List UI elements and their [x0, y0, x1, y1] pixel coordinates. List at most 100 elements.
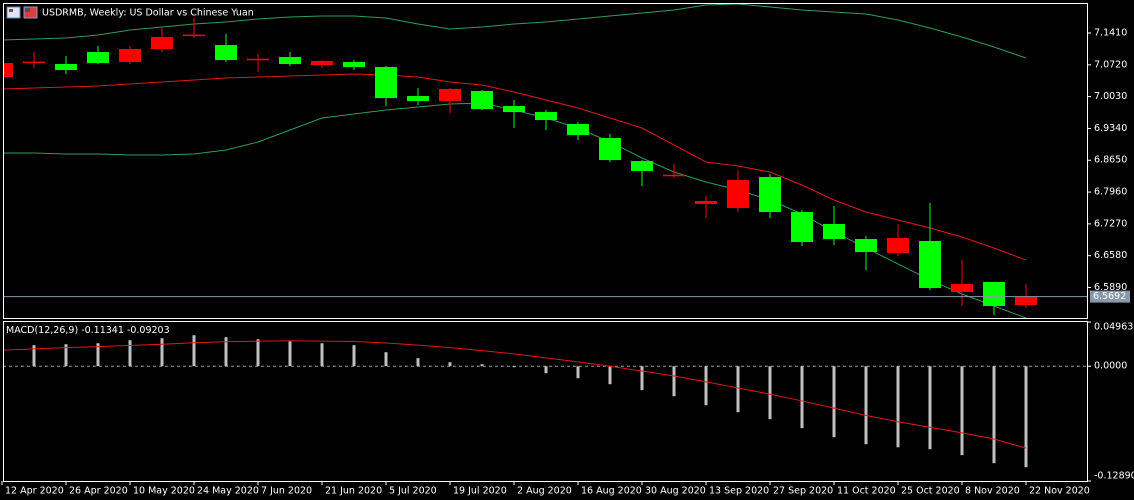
y-tick-label: 6.7960 [1094, 187, 1127, 198]
macd-bar [896, 366, 900, 448]
macd-bar [704, 366, 708, 406]
candle-body [727, 180, 749, 209]
x-tick-label: 26 Apr 2020 [69, 486, 128, 497]
macd-bar [352, 345, 356, 367]
x-tick-label: 25 Oct 2020 [901, 486, 960, 497]
symbol-icons [6, 6, 38, 19]
macd-bar [992, 366, 996, 464]
macd-bar [768, 366, 772, 420]
x-tick-label: 5 Jul 2020 [389, 486, 437, 497]
candle-body [23, 61, 45, 64]
candle-body [887, 238, 909, 253]
price-frame [3, 3, 1088, 319]
macd-bar [640, 366, 644, 391]
candle-body [951, 283, 973, 292]
macd-bar [64, 344, 68, 367]
y-tick-label: 6.5890 [1094, 282, 1127, 293]
y-tick-label: 0.04963 [1094, 322, 1133, 333]
x-tick-label: 27 Sep 2020 [773, 486, 833, 497]
macd-bar [608, 366, 612, 385]
macd-bar [576, 366, 580, 379]
icon [6, 6, 21, 19]
candle-body [279, 57, 301, 64]
x-tick-label: 30 Aug 2020 [645, 486, 706, 497]
candle-body [759, 177, 781, 213]
y-tick-label: 0.0000 [1094, 361, 1127, 372]
band-line [3, 73, 1027, 261]
candle-body [439, 89, 461, 102]
macd-bar [224, 337, 228, 367]
x-tick-label: 19 Jul 2020 [453, 486, 507, 497]
candle-body [247, 58, 269, 61]
macd-panel [3, 335, 1087, 468]
y-tick-label: 6.8650 [1094, 155, 1127, 166]
macd-bar [864, 366, 868, 445]
macd-bar [320, 343, 324, 367]
macd-bar [512, 366, 516, 368]
macd-frame [3, 321, 1088, 482]
macd-bar [192, 335, 196, 367]
macd-bar [480, 364, 484, 367]
macd-bar [800, 366, 804, 429]
y-tick-label: 7.1410 [1094, 28, 1127, 39]
candle-body [535, 112, 557, 121]
candle-body [55, 63, 77, 71]
candle-body [983, 281, 1005, 307]
candle-body [567, 124, 589, 136]
icon [9, 9, 13, 12]
x-tick-label: 13 Sep 2020 [709, 486, 769, 497]
icon [25, 8, 30, 12]
macd-bar [960, 366, 964, 456]
y-tick-label: 6.6580 [1094, 250, 1127, 261]
x-tick-label: 8 Nov 2020 [965, 486, 1020, 497]
macd-bar [544, 366, 548, 374]
candle-body [823, 224, 845, 240]
macd-bar [256, 339, 260, 367]
candle-body [1015, 296, 1037, 305]
macd-bar [96, 343, 100, 367]
x-tick-label: 16 Aug 2020 [581, 486, 642, 497]
candle-body [599, 138, 621, 161]
y-tick-label: 7.0720 [1094, 59, 1127, 70]
x-tick-label: 22 Nov 2020 [1029, 486, 1090, 497]
x-tick-label: 2 Aug 2020 [517, 486, 572, 497]
y-tick-label: -0.12890 [1094, 471, 1134, 482]
candle-body [3, 63, 13, 77]
y-tick-label: 6.9340 [1094, 123, 1127, 134]
candle-body [663, 174, 685, 177]
current-price-label: 6.5692 [1093, 291, 1126, 302]
icon [23, 6, 38, 19]
candle-body [119, 49, 141, 63]
macd-bar [736, 366, 740, 413]
x-tick-label: 7 Jun 2020 [261, 486, 312, 497]
macd-bar [384, 352, 388, 367]
macd-bar [1024, 366, 1028, 468]
candle-body [87, 52, 109, 64]
y-tick-label: 7.0030 [1094, 91, 1127, 102]
macd-signal-value: -0.09203 [127, 325, 170, 336]
band-line [3, 3, 1027, 59]
candle-body [375, 67, 397, 99]
candle-body [183, 34, 205, 37]
x-tick-label: 12 Apr 2020 [5, 486, 64, 497]
candle-body [343, 62, 365, 68]
candle-body [311, 60, 333, 66]
candle-body [919, 241, 941, 288]
macd-bar [416, 358, 420, 367]
macd-bar [288, 341, 292, 367]
macd-title: MACD(12,26,9) -0.11341 -0.09203 [6, 325, 170, 336]
candle-body [407, 96, 429, 102]
macd-bar [928, 366, 932, 450]
x-tick-label: 21 Jun 2020 [325, 486, 382, 497]
macd-bar [672, 366, 676, 397]
candle-body [791, 212, 813, 243]
current-price-box [1090, 290, 1130, 303]
price-panel [3, 3, 1087, 318]
macd-bar [832, 366, 836, 438]
chart-title: USDRMB, Weekly: US Dollar vs Chinese Yua… [42, 8, 254, 19]
x-tick-label: 10 May 2020 [133, 486, 195, 497]
candle-body [215, 44, 237, 61]
macd-bar [128, 340, 132, 367]
